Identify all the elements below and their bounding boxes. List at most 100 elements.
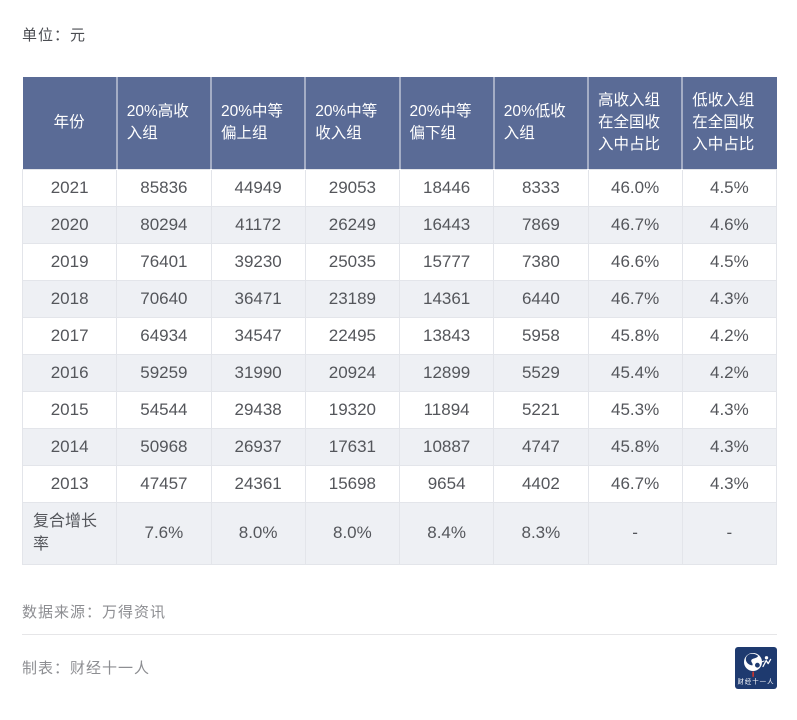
value-cell: 8.0% [210, 501, 306, 565]
value-cell: 18446 [398, 168, 495, 207]
column-header: 20%中等 收入组 [305, 77, 401, 169]
value-cell: 50968 [116, 427, 212, 466]
value-cell: 46.6% [587, 242, 683, 281]
value-cell: 4.3% [681, 464, 778, 503]
value-cell: 4.5% [681, 168, 778, 207]
table-row: 2021 85836 44949 29053 18446 8333 46.0% 4.5% [21, 168, 778, 207]
value-cell: 7.6% [116, 501, 212, 565]
table-row: 2019 76401 39230 25035 15777 7380 46.6% 4.5% [21, 242, 778, 281]
column-header: 20%中等 偏下组 [399, 77, 495, 169]
value-cell: 54544 [116, 390, 212, 429]
value-cell: 46.7% [587, 464, 683, 503]
value-cell: 8333 [493, 168, 589, 207]
value-cell: 4.3% [681, 390, 778, 429]
value-cell: 44949 [210, 168, 306, 207]
value-cell: 45.3% [587, 390, 683, 429]
income-table: 年份 20%高收 入组 20%中等 偏上组 20%中等 收入组 20%中等 偏下组 20%… [21, 77, 778, 565]
table-row: 复合增长 率 7.6% 8.0% 8.0% 8.4% 8.3% - - [21, 501, 778, 565]
row-label-cell: 2019 [21, 242, 118, 281]
value-cell: 13843 [398, 316, 495, 355]
value-cell: 14361 [398, 279, 495, 318]
value-cell: 31990 [210, 353, 306, 392]
value-cell: 85836 [116, 168, 212, 207]
value-cell: 5958 [493, 316, 589, 355]
value-cell: 20924 [304, 353, 401, 392]
column-header: 20%低收 入组 [493, 77, 590, 169]
value-cell: 36471 [210, 279, 306, 318]
value-cell: 29438 [210, 390, 306, 429]
value-cell: 15698 [304, 464, 401, 503]
value-cell: 46.0% [587, 168, 683, 207]
value-cell: 17631 [304, 427, 401, 466]
value-cell: 45.4% [587, 353, 683, 392]
value-cell: 25035 [304, 242, 401, 281]
value-cell: 34547 [210, 316, 306, 355]
logo-text: 财经十一人 [738, 676, 775, 685]
value-cell: 26249 [304, 205, 401, 244]
value-cell: 4.2% [681, 316, 778, 355]
value-cell: 4402 [493, 464, 589, 503]
value-cell: 4.3% [681, 279, 778, 318]
value-cell: 6440 [493, 279, 589, 318]
table-row: 2018 70640 36471 23189 14361 6440 46.7% 4.3% [21, 279, 778, 318]
table-row: 2015 54544 29438 19320 11894 5221 45.3% 4.3% [21, 390, 778, 429]
value-cell: 26937 [210, 427, 306, 466]
value-cell: 46.7% [587, 205, 683, 244]
value-cell: 47457 [116, 464, 212, 503]
row-label-cell: 复合增长 率 [21, 501, 118, 565]
value-cell: 5529 [493, 353, 589, 392]
value-cell: 15777 [398, 242, 495, 281]
value-cell: 76401 [116, 242, 212, 281]
column-header: 低收入组 在全国收 入中占比 [682, 77, 777, 169]
table-row: 2020 80294 41172 26249 16443 7869 46.7% 4.6% [21, 205, 778, 244]
column-header: 20%高收 入组 [116, 77, 213, 169]
value-cell: 41172 [210, 205, 306, 244]
value-cell: 45.8% [587, 427, 683, 466]
value-cell: 64934 [116, 316, 212, 355]
table-row: 2017 64934 34547 22495 13843 5958 45.8% 4.2% [21, 316, 778, 355]
value-cell: 23189 [304, 279, 401, 318]
header-row: 年份 20%高收 入组 20%中等 偏上组 20%中等 收入组 20%中等 偏下组 20%… [22, 77, 777, 169]
table-header: 年份 20%高收 入组 20%中等 偏上组 20%中等 收入组 20%中等 偏下组 20%… [22, 77, 777, 169]
value-cell: 59259 [116, 353, 212, 392]
column-header: 年份 [22, 77, 118, 169]
value-cell: 39230 [210, 242, 306, 281]
publisher-logo: 财经十一人 [735, 646, 777, 689]
value-cell: 24361 [210, 464, 306, 503]
row-label-cell: 2021 [21, 168, 118, 207]
value-cell: 45.8% [587, 316, 683, 355]
value-cell: 7380 [493, 242, 589, 281]
value-cell: 10887 [398, 427, 495, 466]
value-cell: 29053 [304, 168, 401, 207]
value-cell: 4.5% [681, 242, 778, 281]
value-cell: - [681, 501, 778, 565]
row-label-cell: 2014 [21, 427, 118, 466]
column-header: 20%中等 偏上组 [211, 77, 307, 169]
value-cell: 8.3% [493, 501, 589, 565]
value-cell: 8.0% [304, 501, 401, 565]
row-label-cell: 2018 [21, 279, 118, 318]
column-header: 高收入组 在全国收 入中占比 [588, 77, 684, 169]
source-row: 数据来源：万得资讯 [22, 601, 777, 635]
table-row: 2013 47457 24361 15698 9654 4402 46.7% 4.3% [21, 464, 778, 503]
value-cell: 11894 [398, 390, 495, 429]
row-label-cell: 2016 [21, 353, 118, 392]
value-cell: 80294 [116, 205, 212, 244]
value-cell: 4747 [493, 427, 589, 466]
value-cell: 8.4% [398, 501, 495, 565]
value-cell: 16443 [398, 205, 495, 244]
value-cell: 7869 [493, 205, 589, 244]
row-label-cell: 2015 [21, 390, 118, 429]
value-cell: 12899 [398, 353, 495, 392]
value-cell: 46.7% [587, 279, 683, 318]
value-cell: - [587, 501, 683, 565]
page: 单位：元 年份 20%高收 入组 20%中等 偏上组 20%中等 收入组 20%中等 偏… [21, 27, 778, 689]
value-cell: 4.2% [681, 353, 778, 392]
value-cell: 4.3% [681, 427, 778, 466]
row-label-cell: 2020 [21, 205, 118, 244]
value-cell: 4.6% [681, 205, 778, 244]
value-cell: 70640 [116, 279, 212, 318]
value-cell: 9654 [398, 464, 495, 503]
value-cell: 22495 [304, 316, 401, 355]
data-source-label: 数据来源：万得资讯 [22, 603, 167, 621]
